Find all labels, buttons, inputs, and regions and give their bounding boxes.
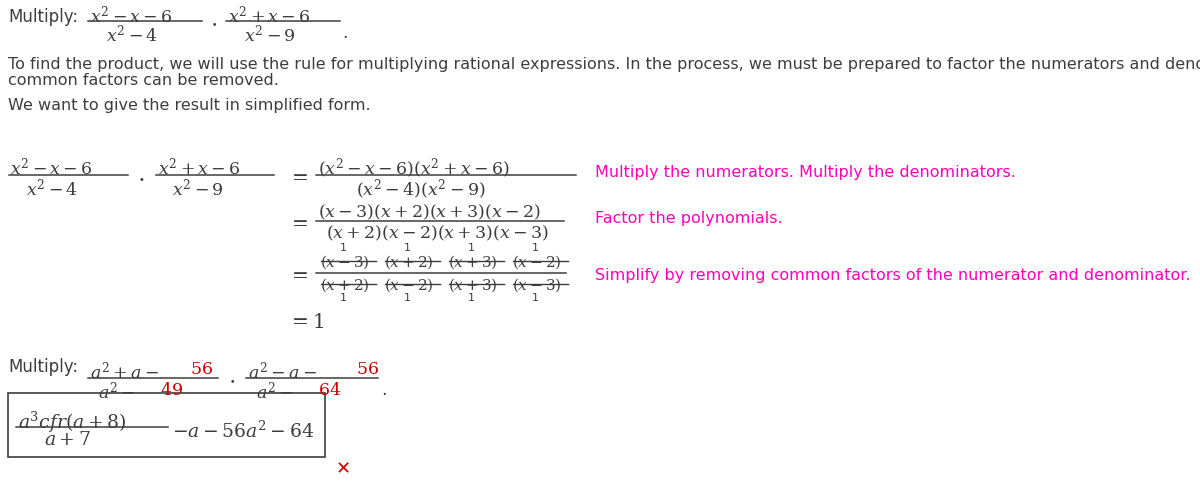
Text: ✕: ✕ — [336, 460, 352, 478]
Text: Multiply:: Multiply: — [8, 358, 78, 376]
Text: $x^2 + x - 6$: $x^2 + x - 6$ — [228, 5, 311, 27]
Text: 1: 1 — [404, 293, 410, 303]
Text: 1: 1 — [340, 293, 347, 303]
Text: $(x-2)$: $(x-2)$ — [384, 276, 433, 294]
Text: $56$: $56$ — [190, 360, 214, 378]
Text: $x^2 + x - 6$: $x^2 + x - 6$ — [158, 157, 241, 179]
Text: $(x + 2)(x - 2)(x + 3)(x - 3)$: $(x + 2)(x - 2)(x + 3)(x - 3)$ — [326, 224, 548, 243]
Text: $x^2 - 9$: $x^2 - 9$ — [244, 24, 296, 46]
Text: $=$: $=$ — [288, 213, 308, 232]
Text: $(x+2)$: $(x+2)$ — [384, 253, 433, 270]
Text: 1: 1 — [468, 243, 475, 253]
Text: Factor the polynomials.: Factor the polynomials. — [595, 211, 782, 226]
Text: 1: 1 — [532, 293, 539, 303]
Text: $(x+2)$: $(x+2)$ — [320, 276, 370, 294]
Text: .: . — [342, 24, 348, 42]
Text: $(x+3)$: $(x+3)$ — [448, 276, 498, 294]
Text: $a^2 - a - $: $a^2 - a - $ — [248, 360, 317, 382]
Text: $a^2 - $: $a^2 - $ — [98, 381, 136, 403]
Text: 1: 1 — [468, 293, 475, 303]
Text: $= 1$: $= 1$ — [288, 313, 324, 332]
Text: $(x+3)$: $(x+3)$ — [448, 253, 498, 270]
Text: $a + 7$: $a + 7$ — [44, 430, 91, 449]
Text: $\cdot$: $\cdot$ — [137, 167, 144, 190]
Text: $a^3cfr(a+8)$: $a^3cfr(a+8)$ — [18, 410, 126, 435]
Text: $=$: $=$ — [288, 167, 308, 186]
Text: $(x-3)$: $(x-3)$ — [320, 253, 370, 270]
Text: We want to give the result in simplified form.: We want to give the result in simplified… — [8, 98, 371, 113]
Text: $a^2 - $: $a^2 - $ — [256, 381, 293, 403]
Text: $49$: $49$ — [160, 381, 184, 399]
Text: $x^2 - x - 6$: $x^2 - x - 6$ — [10, 157, 92, 179]
Text: 1: 1 — [404, 243, 410, 253]
Text: 1: 1 — [532, 243, 539, 253]
Text: Simplify by removing common factors of the numerator and denominator.: Simplify by removing common factors of t… — [595, 268, 1190, 283]
Text: $- a - 56a^2 - 64$: $- a - 56a^2 - 64$ — [172, 421, 314, 442]
Bar — [8, 393, 325, 457]
Text: $56$: $56$ — [356, 360, 379, 378]
Text: $64$: $64$ — [318, 381, 341, 399]
Text: $=$: $=$ — [288, 265, 308, 284]
Text: $(x-2)$: $(x-2)$ — [512, 253, 562, 270]
Text: To find the product, we will use the rule for multiplying rational expressions. : To find the product, we will use the rul… — [8, 57, 1200, 72]
Text: $(x-3)$: $(x-3)$ — [512, 276, 562, 294]
Text: $(x - 3)(x + 2)(x + 3)(x - 2)$: $(x - 3)(x + 2)(x + 3)(x - 2)$ — [318, 203, 541, 222]
Text: Multiply:: Multiply: — [8, 8, 78, 26]
Text: $x^2 - 4$: $x^2 - 4$ — [26, 178, 78, 200]
Text: $(x^2 - x - 6)(x^2 + x - 6)$: $(x^2 - x - 6)(x^2 + x - 6)$ — [318, 157, 510, 181]
Text: $(x^2 - 4)(x^2 - 9)$: $(x^2 - 4)(x^2 - 9)$ — [356, 178, 486, 202]
Text: common factors can be removed.: common factors can be removed. — [8, 73, 278, 88]
Text: .: . — [382, 381, 386, 399]
Text: Multiply the numerators. Multiply the denominators.: Multiply the numerators. Multiply the de… — [595, 165, 1016, 180]
Text: $x^2 - x - 6$: $x^2 - x - 6$ — [90, 5, 173, 27]
Text: $\cdot$: $\cdot$ — [210, 14, 217, 34]
Text: $x^2 - 9$: $x^2 - 9$ — [172, 178, 224, 200]
Text: $\cdot$: $\cdot$ — [228, 371, 235, 391]
Text: $a^2 + a - $: $a^2 + a - $ — [90, 360, 158, 382]
Text: $x^2 - 4$: $x^2 - 4$ — [106, 24, 158, 46]
Text: 1: 1 — [340, 243, 347, 253]
